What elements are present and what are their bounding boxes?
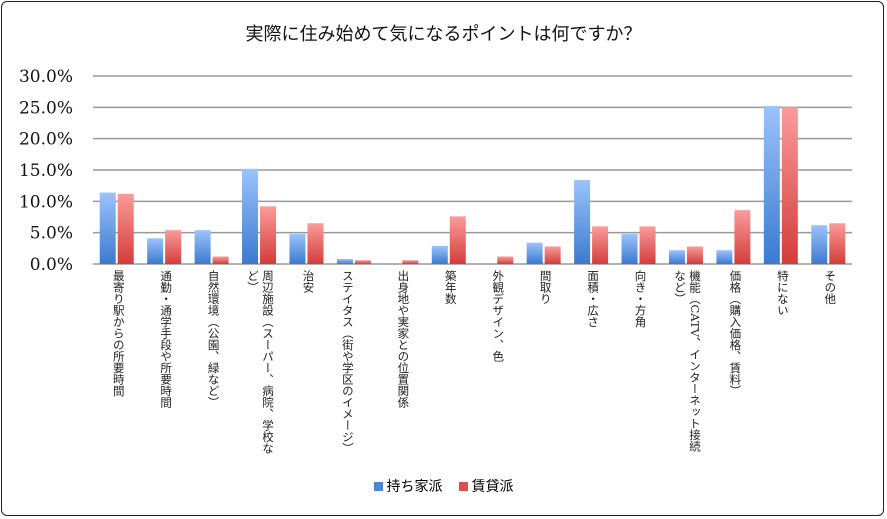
x-tick-label: 特にない (775, 270, 790, 316)
bar-owner (99, 192, 116, 264)
bar-renter (449, 216, 466, 264)
x-tick-label: ステイタス（街や学区のイメージ） (340, 270, 355, 454)
bar-owner (716, 250, 733, 264)
bar-owner (621, 233, 638, 264)
bar-renter (829, 223, 846, 264)
y-tick-label: 20.0% (19, 130, 73, 150)
bar-renter (307, 223, 324, 264)
chart-title: 実際に住み始めて気になるポイントは何ですか？ (245, 24, 642, 45)
bar-owner (668, 250, 685, 264)
x-tick-label: 周辺施設（スーパー、病院、学校など） (246, 270, 276, 454)
x-tick-label: 機能（CATV、インターネット接続など） (672, 270, 702, 452)
y-tick-label: 25.0% (19, 98, 73, 118)
bar-renter (402, 260, 419, 264)
x-tick-label: 最寄り駅からの所要時間 (111, 270, 126, 397)
legend-swatch (373, 481, 383, 491)
legend-label: 持ち家派 (386, 479, 443, 495)
y-tick-label: 10.0% (19, 192, 73, 212)
bar-renter (734, 210, 751, 264)
bar-renter (260, 206, 277, 264)
y-tick-label: 30.0% (19, 67, 73, 87)
bar-renter (354, 260, 371, 264)
y-tick-label: 0.0% (30, 255, 73, 275)
bar-renter (544, 246, 561, 264)
x-tick-label: 通勤・通学手段や所要時間 (159, 270, 174, 408)
x-tick-label: 面積・広さ (586, 270, 601, 328)
x-tick-label: 治安 (301, 270, 316, 293)
legend-item: 賃貸派 (458, 476, 514, 496)
x-tick-label: 出身地や実家との位置関係 (396, 270, 411, 408)
bar-owner (147, 238, 164, 264)
x-tick-label: 自然環境（公園、緑など） (206, 270, 221, 408)
bar-owner (574, 180, 591, 264)
x-tick-label: その他 (823, 270, 838, 305)
legend-swatch (458, 481, 468, 491)
bar-renter (165, 230, 182, 264)
bar-owner (242, 168, 259, 264)
bar-renter (497, 256, 514, 264)
bar-owner (336, 258, 353, 264)
bar-owner (431, 245, 448, 264)
bar-renter (781, 107, 798, 264)
bar-renter (117, 193, 134, 264)
bar-owner (763, 106, 780, 264)
legend-item: 持ち家派 (373, 476, 443, 496)
x-tick-label: 間取り (538, 270, 553, 305)
legend-label: 賃貸派 (471, 479, 514, 495)
bar-renter (592, 226, 609, 264)
legend: 持ち家派 賃貸派 (0, 476, 887, 496)
bar-owner (526, 242, 543, 264)
bar-owner (811, 225, 828, 264)
x-tick-label: 向き・方角 (633, 270, 648, 328)
bar-owner (194, 230, 211, 264)
bar-owner (289, 233, 306, 264)
bar-renter (686, 246, 703, 264)
x-tick-label: 築年数 (443, 270, 458, 305)
bar-renter (212, 256, 229, 264)
x-tick-label: 価格（購入価格、賃料） (728, 270, 743, 397)
bar-renter (639, 226, 656, 264)
x-tick-label: 外観デザイン、色 (491, 270, 506, 362)
y-tick-label: 15.0% (19, 161, 73, 181)
y-tick-label: 5.0% (30, 224, 73, 244)
